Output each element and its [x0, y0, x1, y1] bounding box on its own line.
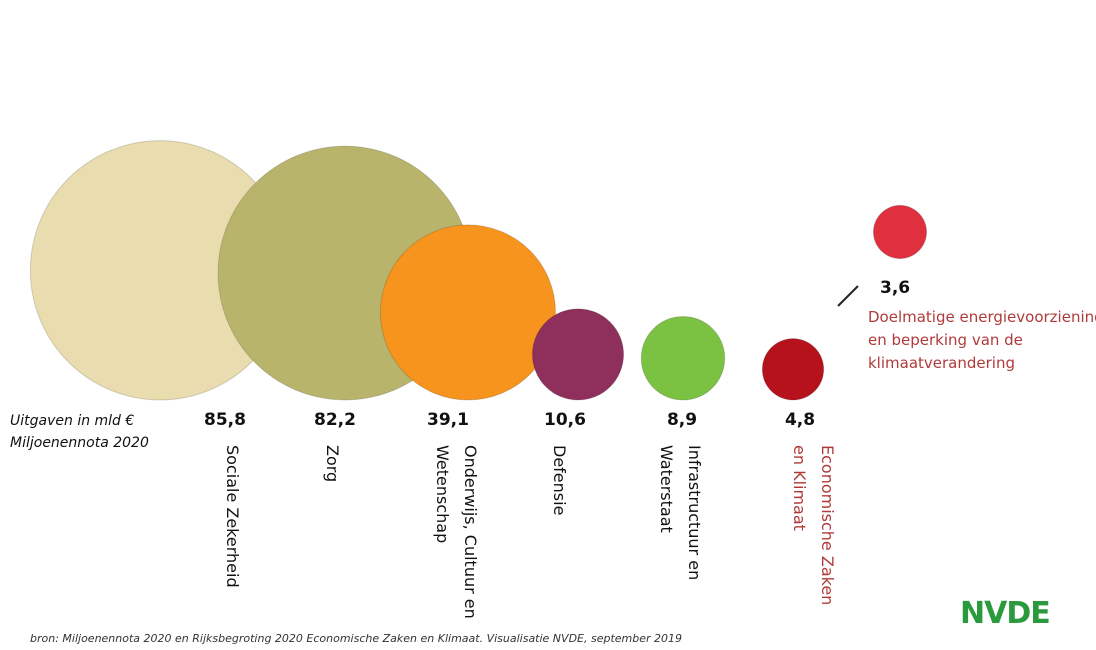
fruit-bubble — [640, 315, 726, 401]
fruit-bubble — [379, 224, 557, 401]
value-label: 82,2 — [314, 410, 356, 430]
value-label: 85,8 — [204, 410, 246, 430]
category-label: Economische Zaken en Klimaat — [790, 445, 837, 606]
value-label: 10,6 — [544, 410, 586, 430]
category-label: Defensie — [550, 445, 569, 516]
logo: NVDE — [960, 596, 1051, 631]
fruit-bubble — [761, 338, 825, 401]
value-label: 4,8 — [784, 410, 816, 430]
category-label: Sociale Zekerheid — [223, 445, 242, 588]
value-label: 3,6 — [880, 278, 911, 298]
leader-line — [837, 285, 859, 307]
category-label: Doelmatige energievoorziening en beperki… — [868, 308, 1096, 372]
value-label: 39,1 — [427, 410, 469, 430]
category-label: Zorg — [323, 445, 342, 483]
value-label: 8,9 — [666, 410, 698, 430]
fruit-bubble — [872, 204, 928, 260]
category-label: Infrastructuur en Waterstaat — [657, 445, 704, 581]
fruit-bubble — [531, 308, 625, 401]
source: bron: Miljoenennota 2020 en Rijksbegroti… — [30, 632, 683, 645]
subtitle: Uitgaven in mld € Miljoenennota 2020 — [10, 413, 149, 451]
category-label: Onderwijs, Cultuur en Wetenschap — [433, 445, 480, 619]
